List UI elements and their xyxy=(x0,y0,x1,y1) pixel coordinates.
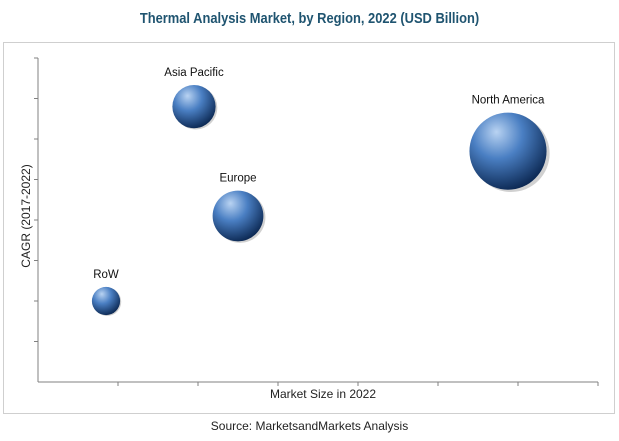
bubble-label: North America xyxy=(472,95,545,107)
chart-frame xyxy=(3,42,615,414)
bubble-asia-pacific xyxy=(172,84,216,129)
bubble-label: Europe xyxy=(219,173,256,185)
chart-axes xyxy=(34,57,599,386)
bubble-label: Asia Pacific xyxy=(164,67,224,79)
bubble-row xyxy=(91,286,121,316)
bubble-series xyxy=(91,84,550,316)
chart-title: Thermal Analysis Market, by Region, 2022… xyxy=(139,10,480,27)
bubble-north-america xyxy=(469,112,547,190)
bubble-labels: Asia Pacific North America Europe RoW xyxy=(93,67,545,281)
x-axis-label: Market Size in 2022 xyxy=(270,387,376,401)
source-note: Source: MarketsandMarkets Analysis xyxy=(210,419,409,433)
bubble-label: RoW xyxy=(93,269,119,281)
bubble-europe xyxy=(212,190,264,242)
y-axis-label: CAGR (2017-2022) xyxy=(19,164,33,267)
